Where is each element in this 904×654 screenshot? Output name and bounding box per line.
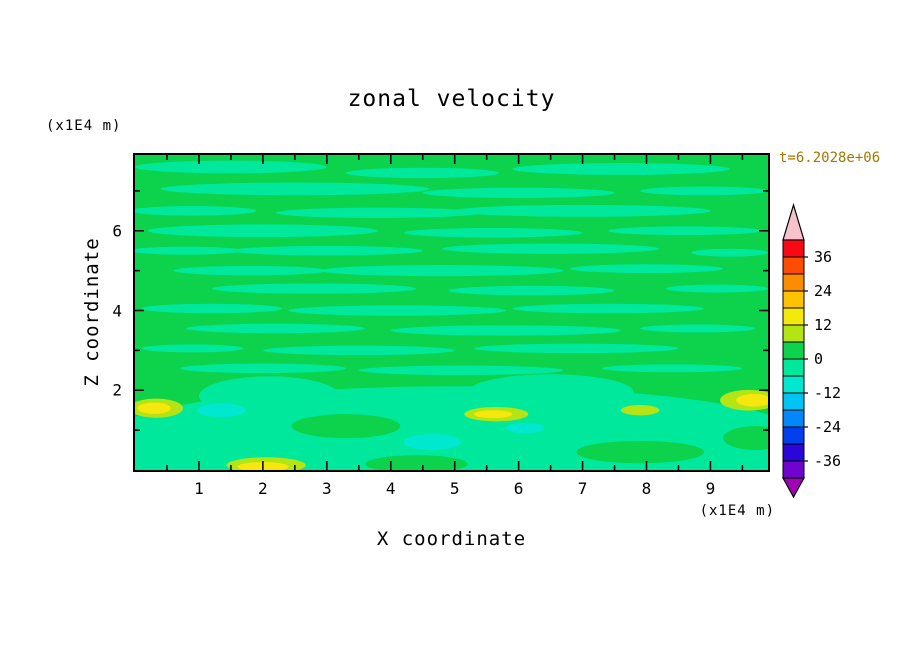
colorbar-tick-label: 0 (814, 350, 823, 368)
colorbar: 36 24 12 0 -12 -24 -36 (781, 202, 841, 499)
colorbar-tick-label: -12 (814, 384, 841, 402)
colorbar-tick-label: 12 (814, 316, 832, 334)
z-tick-label: 2 (112, 380, 122, 400)
contour-field (135, 155, 768, 470)
x-axis-label: X coordinate (376, 528, 527, 550)
z-tick-label: 4 (112, 301, 122, 320)
colorbar-tick-label: 36 (814, 248, 832, 266)
x-tick-label: 3 (321, 479, 332, 498)
z-axis-units-label: (x1E4 m) (46, 118, 122, 134)
x-axis-units-label: (x1E4 m) (699, 503, 775, 519)
colorbar-tick-label: 24 (814, 282, 832, 300)
colorbar-tick-label: -36 (814, 452, 841, 470)
x-tick-label: 4 (385, 479, 396, 498)
z-tick-label: 6 (112, 221, 122, 241)
plot-title: zonal velocity (347, 86, 556, 112)
time-annotation: t=6.2028e+06 (779, 150, 881, 166)
x-tick-label: 9 (705, 479, 716, 498)
x-tick-label: 8 (641, 479, 652, 498)
contour-plot-area (133, 153, 770, 472)
z-axis-label: Z coordinate (81, 237, 103, 387)
x-tick-label: 6 (513, 479, 524, 498)
colorbar-tick-label: -24 (814, 418, 841, 436)
x-tick-label: 1 (194, 479, 204, 498)
x-tick-label: 2 (258, 479, 268, 498)
x-tick-label: 5 (449, 479, 460, 498)
x-tick-label: 7 (577, 479, 588, 498)
